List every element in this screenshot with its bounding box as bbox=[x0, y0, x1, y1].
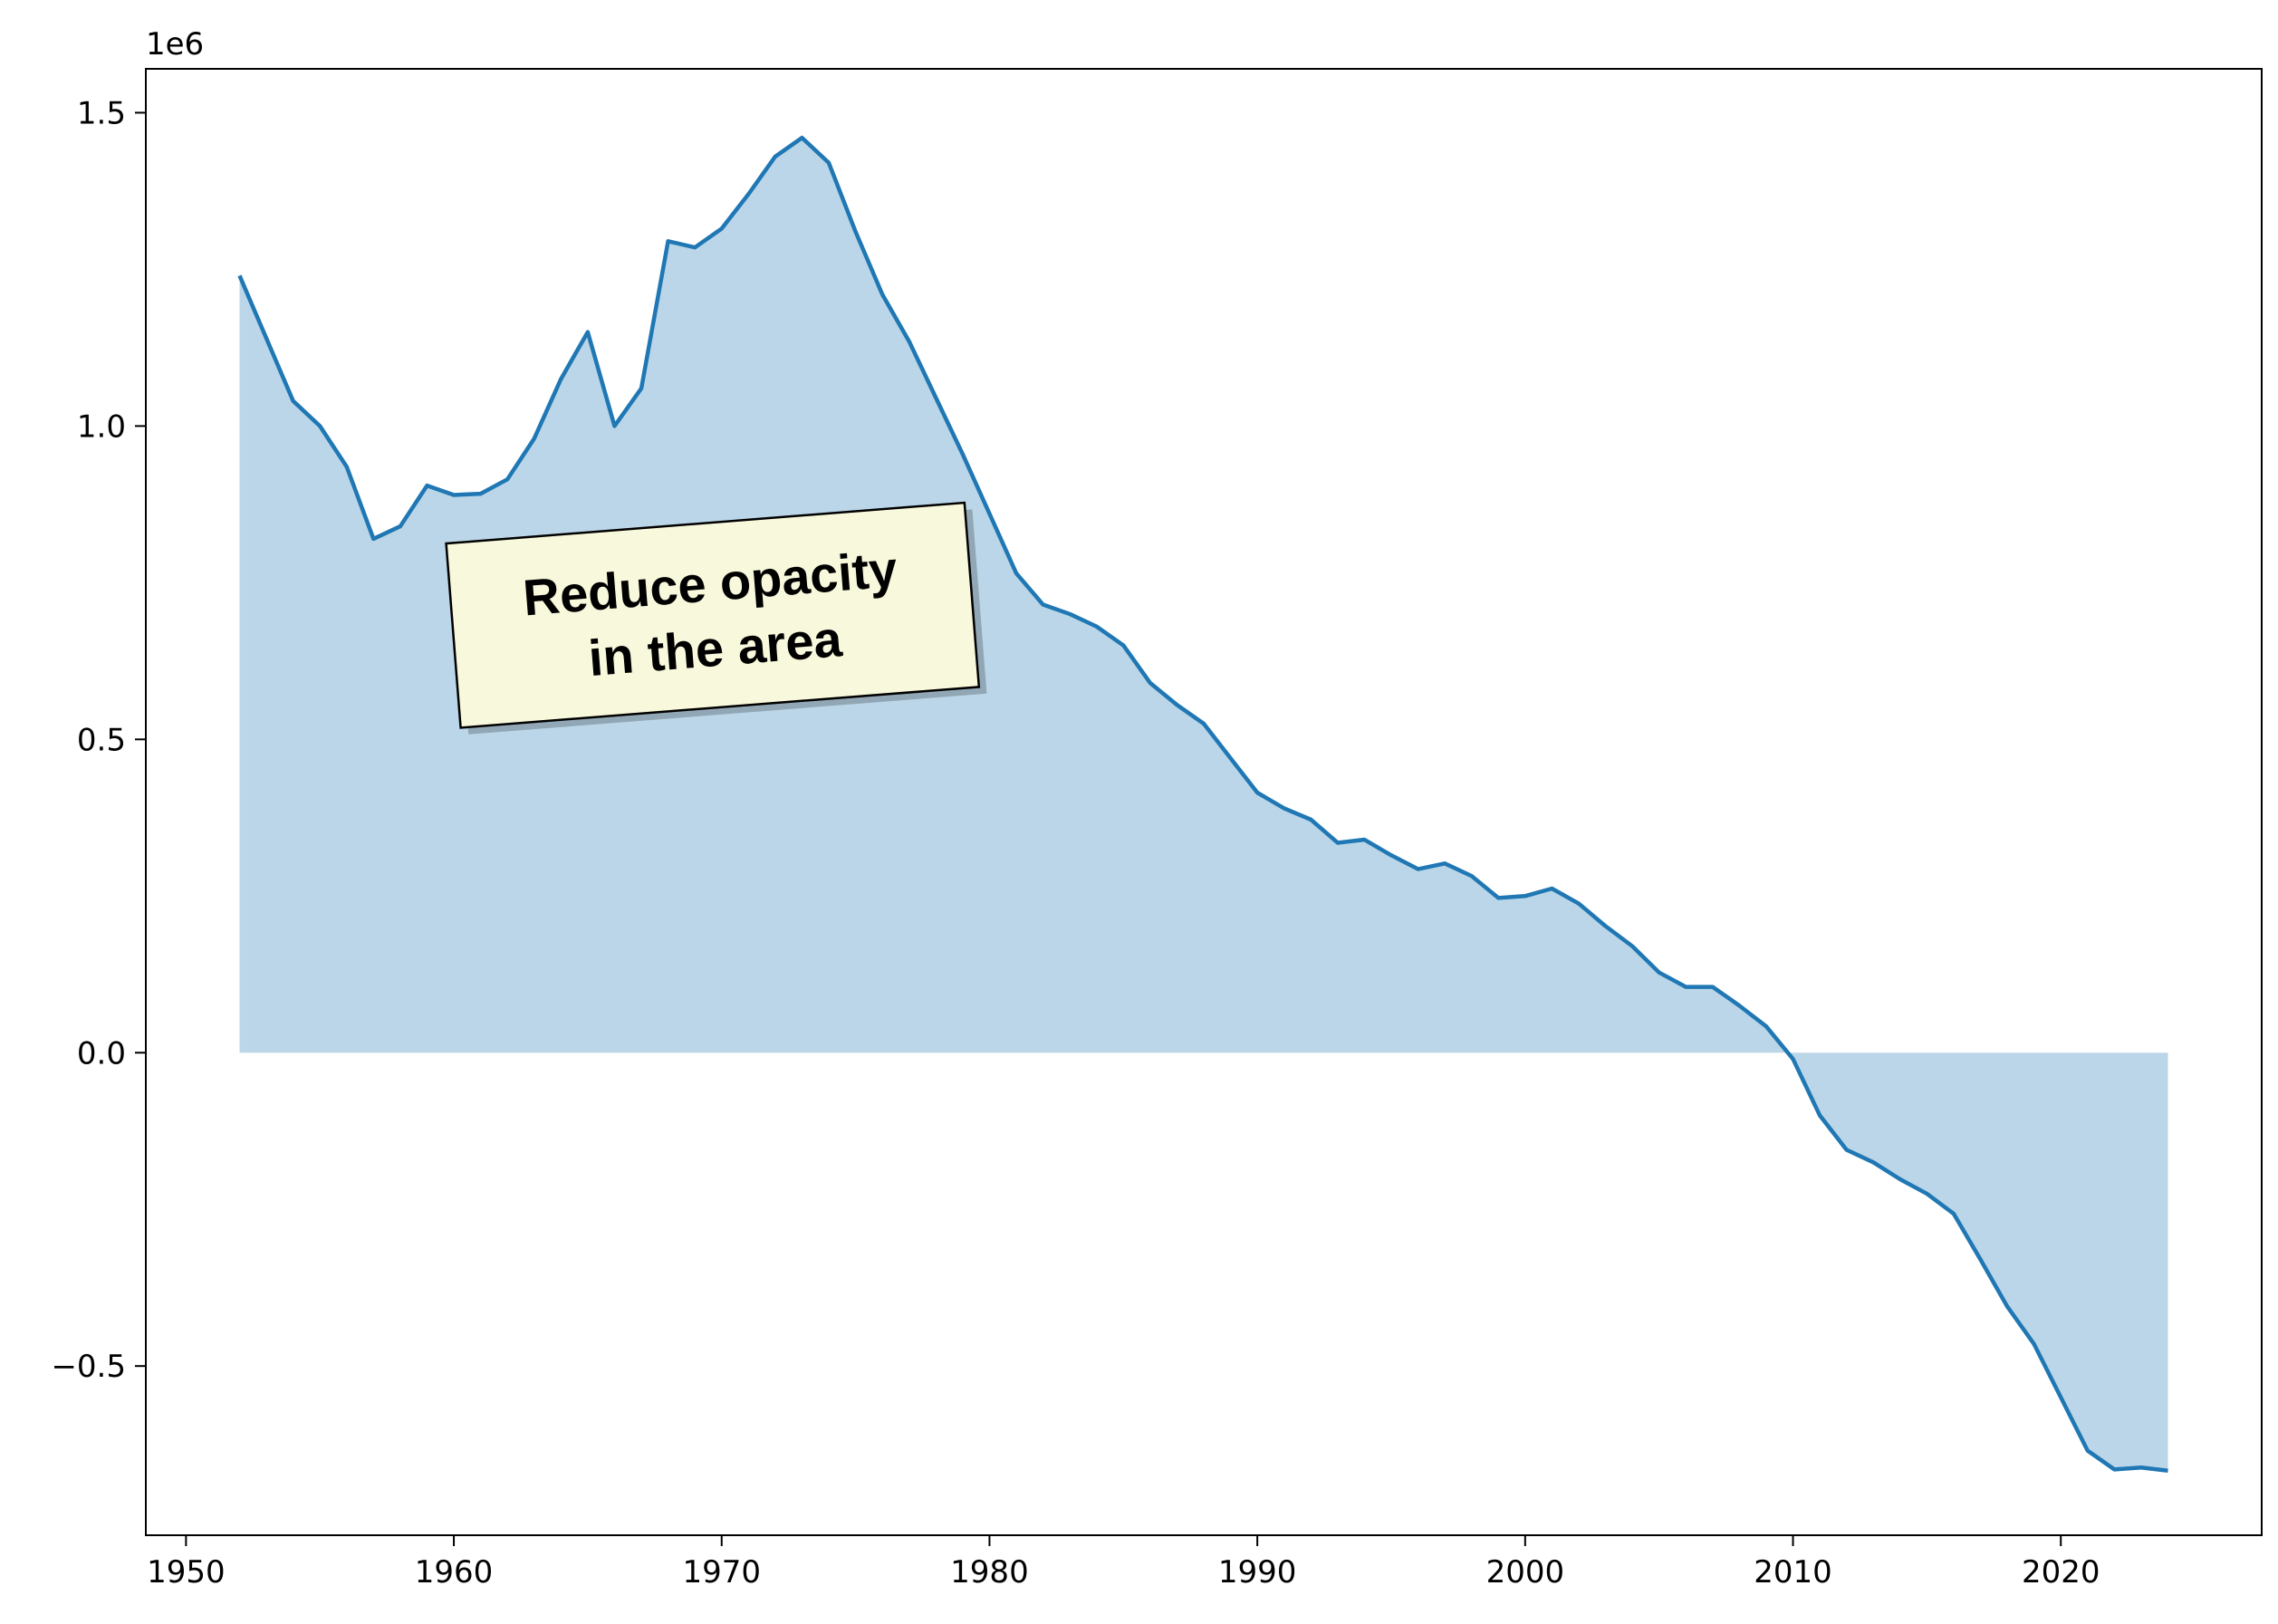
x-tick-label: 1990 bbox=[1218, 1554, 1297, 1590]
area-fill bbox=[239, 138, 2168, 1471]
y-tick-label: 0.5 bbox=[77, 722, 126, 758]
x-tick-label: 1970 bbox=[682, 1554, 761, 1590]
x-tick-label: 1950 bbox=[147, 1554, 226, 1590]
y-tick-label: 1.5 bbox=[77, 95, 126, 131]
axes-frame bbox=[145, 68, 2263, 1536]
x-tick-label: 2000 bbox=[1486, 1554, 1565, 1590]
x-tick-label: 1980 bbox=[950, 1554, 1029, 1590]
x-axis: 1950 1960 1970 1980 1990 2000 2010 2020 bbox=[147, 1535, 2100, 1590]
y-axis: −0.5 0.0 0.5 1.0 1.5 bbox=[51, 95, 146, 1385]
y-tick-label: 1.0 bbox=[77, 408, 126, 445]
x-tick-label: 2010 bbox=[1754, 1554, 1832, 1590]
x-tick-label: 1960 bbox=[415, 1554, 494, 1590]
series-line-layer bbox=[237, 135, 2168, 1473]
x-tick-label: 2020 bbox=[2022, 1554, 2100, 1590]
annotation-background bbox=[445, 501, 981, 729]
y-tick-label: 0.0 bbox=[77, 1035, 126, 1071]
y-tick-label: −0.5 bbox=[51, 1349, 126, 1385]
area-fill-layer bbox=[239, 138, 2168, 1471]
y-offset-label: 1e6 bbox=[146, 26, 204, 62]
annotation-box: Reduce opacity in the area bbox=[445, 501, 987, 735]
series-line bbox=[237, 135, 2168, 1473]
